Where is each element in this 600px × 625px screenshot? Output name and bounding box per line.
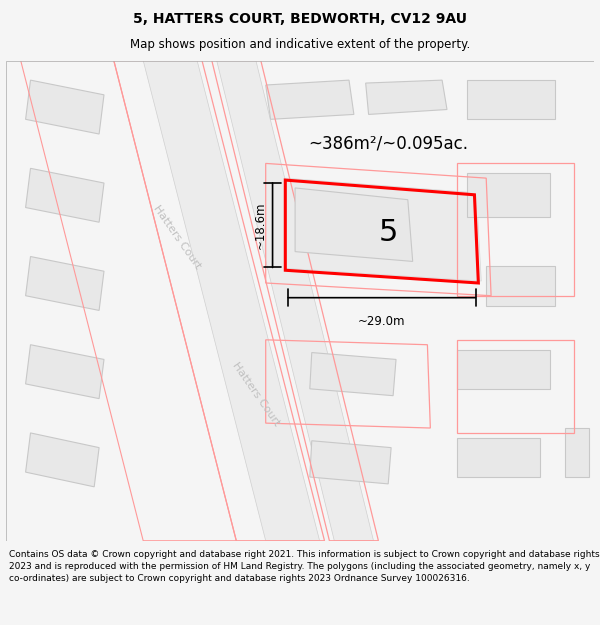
- Text: ~386m²/~0.095ac.: ~386m²/~0.095ac.: [308, 135, 468, 153]
- Polygon shape: [457, 349, 550, 389]
- Polygon shape: [286, 178, 481, 281]
- Polygon shape: [565, 428, 589, 477]
- Polygon shape: [486, 266, 555, 306]
- Text: ~18.6m: ~18.6m: [254, 201, 266, 249]
- Polygon shape: [143, 61, 320, 541]
- Polygon shape: [26, 433, 99, 487]
- Polygon shape: [365, 80, 447, 114]
- Polygon shape: [295, 188, 413, 261]
- Polygon shape: [467, 80, 555, 119]
- Text: ~29.0m: ~29.0m: [358, 316, 406, 328]
- Polygon shape: [457, 438, 540, 477]
- Polygon shape: [467, 173, 550, 218]
- Polygon shape: [26, 80, 104, 134]
- Polygon shape: [310, 441, 391, 484]
- Text: Hatters Court: Hatters Court: [152, 203, 203, 271]
- Polygon shape: [266, 80, 354, 119]
- Text: 5: 5: [379, 217, 398, 246]
- Text: 5, HATTERS COURT, BEDWORTH, CV12 9AU: 5, HATTERS COURT, BEDWORTH, CV12 9AU: [133, 12, 467, 26]
- Text: Contains OS data © Crown copyright and database right 2021. This information is : Contains OS data © Crown copyright and d…: [9, 550, 599, 582]
- Polygon shape: [217, 61, 374, 541]
- Text: Map shows position and indicative extent of the property.: Map shows position and indicative extent…: [130, 38, 470, 51]
- Polygon shape: [26, 345, 104, 399]
- Text: Hatters Court: Hatters Court: [230, 360, 281, 428]
- Polygon shape: [26, 168, 104, 222]
- Polygon shape: [310, 352, 396, 396]
- Polygon shape: [26, 256, 104, 311]
